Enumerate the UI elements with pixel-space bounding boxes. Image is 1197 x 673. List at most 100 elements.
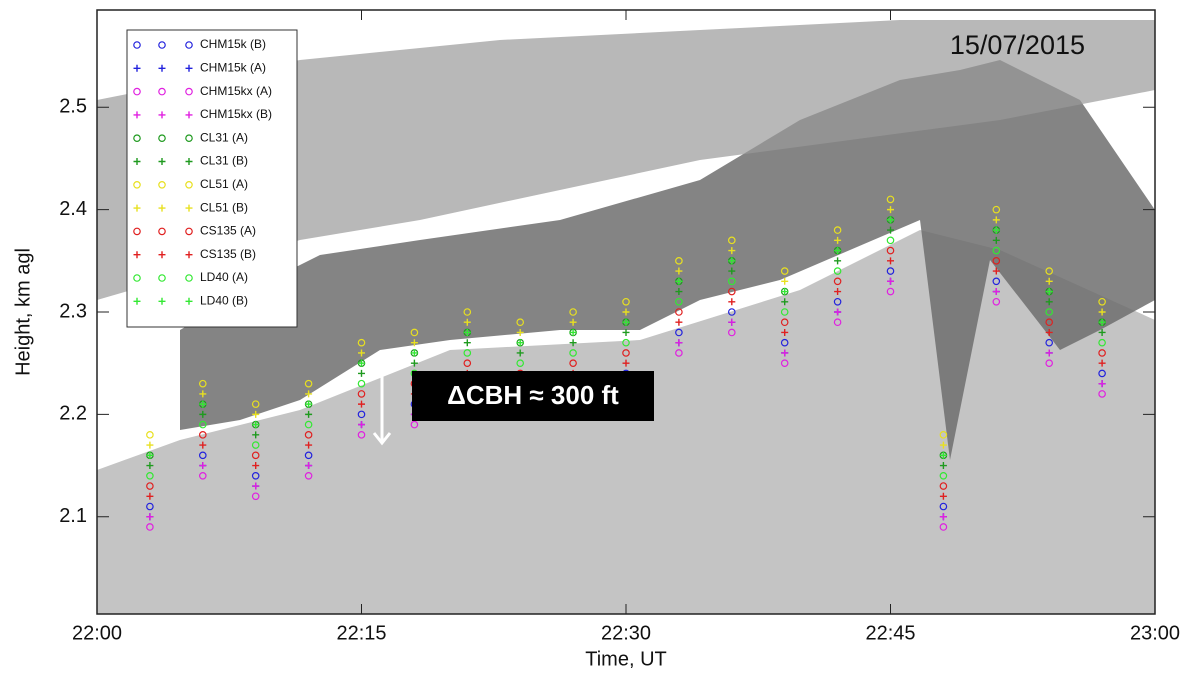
data-point [887, 277, 894, 285]
legend-label: CHM15kx (B) [200, 107, 272, 121]
legend-box [126, 29, 298, 328]
data-point [834, 257, 842, 265]
x-axis-title: Time, UT [585, 648, 666, 670]
data-point [992, 277, 1001, 286]
legend-marker [133, 297, 141, 305]
data-point [992, 288, 1000, 296]
data-point [199, 410, 207, 418]
data-point [463, 328, 471, 336]
data-point [728, 318, 736, 326]
data-point [622, 338, 630, 347]
data-point [146, 523, 154, 531]
x-tick-label: 22:30 [601, 622, 651, 644]
data-point [569, 308, 577, 316]
data-point [357, 338, 366, 347]
x-tick-label: 22:45 [865, 622, 915, 644]
data-point [1098, 349, 1106, 357]
legend-marker [158, 158, 166, 165]
data-point [358, 349, 365, 357]
data-point [887, 257, 894, 265]
data-point [992, 236, 1000, 244]
data-point [252, 431, 260, 439]
data-point [834, 308, 842, 316]
data-point [146, 462, 154, 470]
data-point [781, 349, 789, 357]
data-point [675, 328, 683, 337]
data-point [305, 410, 313, 418]
data-point [252, 462, 260, 470]
data-point [358, 421, 365, 429]
data-point [939, 523, 948, 531]
data-point [992, 257, 1001, 265]
data-point [251, 492, 260, 501]
legend-marker [158, 134, 166, 143]
data-point [780, 267, 789, 275]
data-point [410, 420, 419, 429]
data-point [569, 318, 577, 326]
data-point [1098, 369, 1106, 378]
data-point [992, 205, 1001, 214]
data-point [833, 226, 842, 234]
data-point [1045, 288, 1053, 296]
data-point [251, 441, 260, 449]
legend-marker [133, 134, 141, 143]
data-point [410, 339, 418, 347]
legend-label: CS135 (B) [200, 247, 256, 261]
data-point [675, 288, 683, 296]
data-point [781, 277, 789, 285]
data-point [939, 502, 948, 511]
data-point [675, 318, 683, 326]
legend-label: CL51 (A) [200, 177, 248, 191]
data-point [199, 462, 207, 470]
legend-marker [158, 181, 166, 189]
data-point [305, 400, 313, 408]
data-point [728, 267, 736, 275]
data-point [304, 420, 313, 429]
data-point [146, 482, 154, 490]
data-point [305, 462, 313, 470]
data-point [199, 441, 207, 449]
data-point [410, 328, 419, 337]
data-point [358, 369, 365, 377]
legend-marker [158, 274, 166, 282]
data-point [463, 308, 472, 316]
data-point [781, 298, 789, 306]
data-point [146, 431, 154, 439]
legend-marker [133, 181, 141, 189]
data-point [992, 267, 1000, 275]
data-point [1045, 349, 1053, 357]
legend-marker [158, 251, 166, 259]
data-point [1098, 338, 1106, 347]
data-point [675, 349, 683, 357]
data-point [622, 308, 630, 316]
data-point [251, 471, 260, 480]
legend-marker [158, 41, 166, 49]
data-point [1098, 390, 1106, 398]
data-point [887, 216, 894, 224]
data-point [728, 298, 736, 306]
annotation-box [412, 371, 654, 421]
data-point [675, 308, 683, 316]
data-point [146, 471, 154, 480]
backscatter-background [97, 10, 1155, 614]
data-point [833, 297, 842, 306]
legend-marker [185, 158, 193, 165]
y-tick-label: 2.1 [59, 505, 87, 527]
data-point [304, 431, 313, 439]
legend-marker [185, 274, 193, 282]
legend-marker [185, 64, 193, 72]
data-point [304, 379, 313, 388]
data-point [1045, 308, 1054, 316]
legend-marker [185, 181, 193, 189]
data-point [780, 359, 789, 367]
data-point [886, 236, 895, 245]
data-point [728, 257, 736, 265]
data-point [939, 482, 948, 490]
data-point [146, 492, 154, 500]
data-point [992, 216, 1000, 224]
legend-marker [158, 87, 166, 96]
y-tick-label: 2.3 [59, 300, 87, 322]
data-point [727, 308, 736, 316]
data-point [1098, 308, 1106, 316]
legend-marker [133, 158, 141, 165]
